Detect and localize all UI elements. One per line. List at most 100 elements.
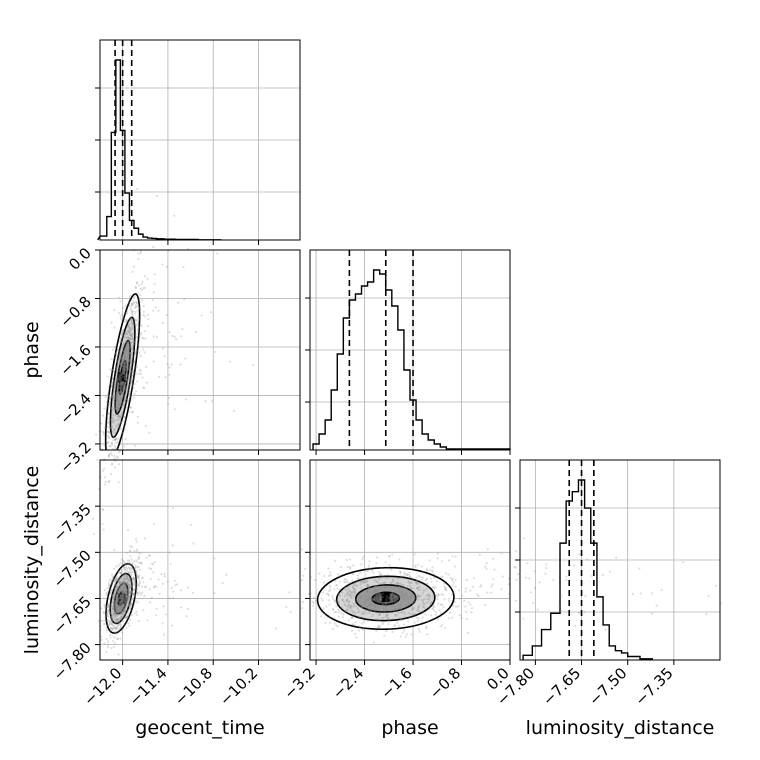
sample-point [109, 626, 113, 629]
sample-point [124, 600, 128, 603]
sample-point [126, 581, 129, 584]
sample-point [110, 622, 113, 626]
sample-point [114, 583, 117, 587]
sample-point [146, 381, 149, 384]
sample-point [128, 380, 132, 383]
sample-point [138, 351, 141, 354]
sample-point [121, 592, 124, 595]
sample-point [355, 636, 358, 639]
sample-point [122, 387, 125, 390]
sample-point [115, 599, 118, 602]
sample-point [353, 582, 357, 585]
sample-point [421, 591, 424, 595]
sample-point [118, 618, 121, 622]
sample-point [123, 578, 127, 581]
sample-point [125, 596, 129, 600]
sample-point [111, 593, 114, 597]
sample-point [118, 350, 121, 353]
sample-point [126, 608, 129, 612]
sample-point [376, 626, 380, 629]
sample-point [126, 575, 129, 578]
sample-point [124, 304, 127, 307]
sample-point [421, 620, 424, 624]
sample-point [103, 619, 106, 622]
sample-point [131, 310, 134, 313]
sample-point [185, 615, 188, 618]
sample-point [117, 424, 120, 427]
sample-point [123, 594, 126, 598]
sample-point [552, 579, 555, 582]
sample-point [123, 587, 126, 590]
sample-point [121, 617, 124, 620]
sample-point [114, 588, 117, 591]
sample-point [118, 591, 121, 595]
sample-point [133, 568, 136, 571]
sample-point [355, 599, 358, 603]
sample-point [115, 436, 118, 440]
sample-point [128, 337, 131, 340]
sample-point [128, 393, 131, 396]
panel-phase-luminosity_distance-frame [309, 459, 511, 661]
sample-point [136, 380, 139, 383]
sample-point [131, 589, 134, 593]
sample-point [132, 323, 135, 326]
sample-point [130, 348, 133, 351]
sample-point [141, 591, 144, 594]
sample-point [123, 373, 126, 376]
sample-point [115, 407, 118, 410]
sample-point [113, 622, 116, 625]
sample-point [174, 584, 177, 587]
sample-point [115, 381, 119, 384]
sample-point [125, 574, 129, 578]
sample-point [351, 594, 354, 597]
sample-point [127, 571, 131, 575]
sample-point [405, 595, 408, 598]
sample-point [436, 597, 439, 601]
sample-point [133, 579, 137, 582]
sample-point [118, 604, 121, 607]
sample-point [113, 590, 116, 593]
sample-point [119, 347, 122, 350]
sample-point [513, 565, 516, 569]
sample-point [119, 362, 122, 365]
sample-point [103, 603, 106, 606]
sample-point [122, 383, 125, 386]
sample-point [117, 593, 120, 596]
sample-point [381, 611, 384, 614]
sample-point [403, 616, 407, 619]
sample-point [406, 604, 409, 607]
sample-point [441, 575, 444, 578]
sample-point [128, 561, 131, 564]
sample-point [118, 581, 121, 584]
sample-point [299, 596, 302, 599]
sample-point [130, 319, 134, 322]
y-tick-label-phase: −3.2 [56, 438, 94, 476]
sample-point [119, 300, 122, 303]
sample-point [123, 351, 126, 354]
sample-point [109, 473, 113, 476]
sample-point [115, 384, 118, 387]
sample-point [407, 573, 410, 577]
sample-point [121, 362, 124, 365]
sample-point [327, 599, 331, 602]
sample-point [132, 593, 135, 596]
sample-point [385, 597, 388, 600]
sample-point [130, 341, 133, 344]
sample-point [117, 597, 121, 600]
sample-point [126, 587, 130, 590]
sample-point [123, 605, 126, 608]
sample-point [147, 318, 150, 321]
sample-point [428, 605, 431, 609]
sample-point [375, 629, 378, 632]
sample-point [415, 581, 419, 585]
sample-point [337, 608, 340, 612]
sample-point [119, 367, 122, 370]
sample-point [126, 391, 129, 394]
sample-point [114, 438, 117, 442]
sample-point [360, 605, 364, 609]
sample-point [365, 590, 369, 593]
sample-point [112, 612, 115, 615]
sample-point [119, 601, 122, 604]
sample-point [361, 628, 364, 631]
sample-point [116, 618, 120, 621]
